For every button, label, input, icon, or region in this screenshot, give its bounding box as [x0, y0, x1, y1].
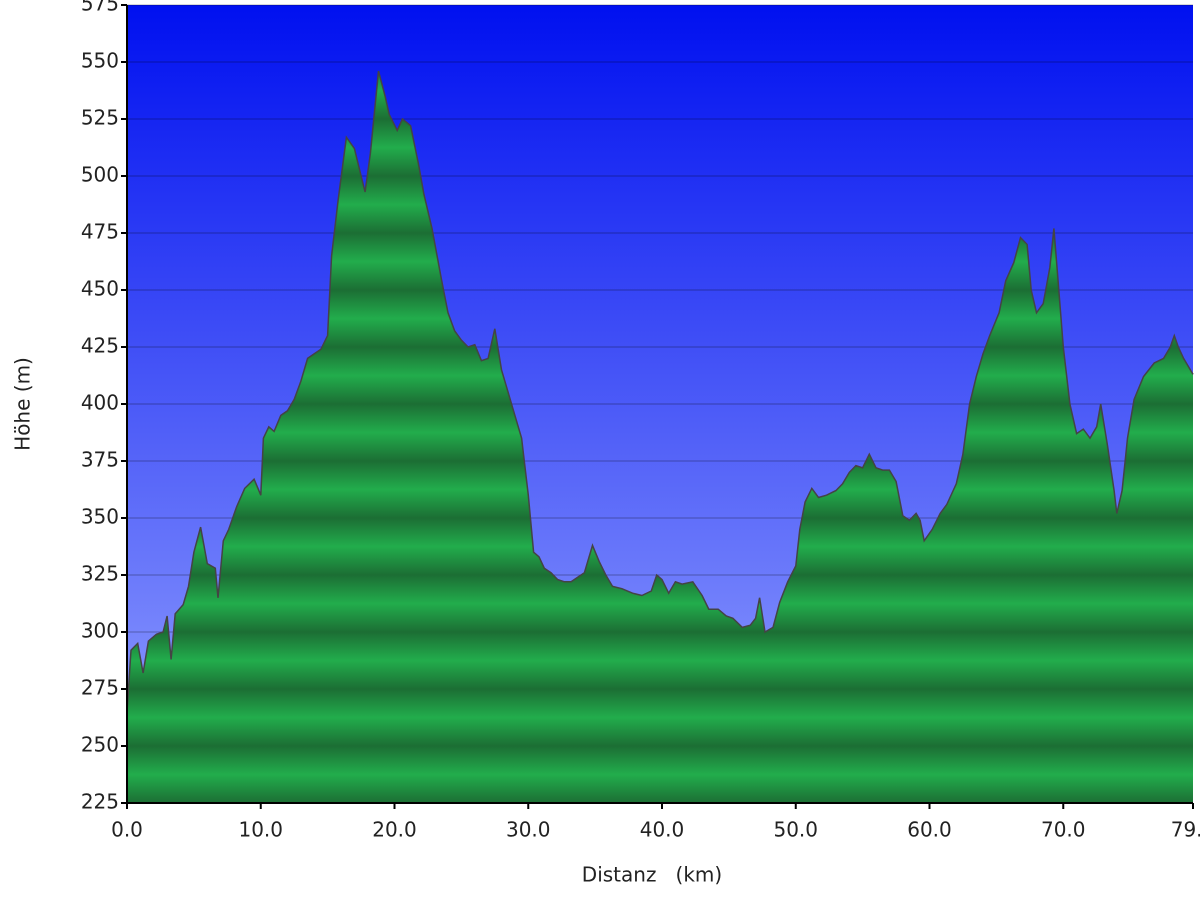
- y-tick-label: 550: [81, 49, 119, 73]
- x-tick-label: 40.0: [640, 818, 685, 842]
- y-tick-label: 450: [81, 277, 119, 301]
- x-tick-label: 50.0: [773, 818, 818, 842]
- y-tick-label: 300: [81, 619, 119, 643]
- x-tick-label: 20.0: [372, 818, 417, 842]
- y-tick-label: 425: [81, 334, 119, 358]
- x-tick-label: 30.0: [506, 818, 551, 842]
- y-tick-label: 275: [81, 676, 119, 700]
- y-tick-label: 325: [81, 562, 119, 586]
- y-tick-label: 475: [81, 220, 119, 244]
- y-tick-label: 250: [81, 733, 119, 757]
- x-tick-label: 79.7: [1171, 818, 1200, 842]
- y-tick-label: 375: [81, 448, 119, 472]
- area-outline: [126, 70, 1194, 712]
- x-tick-label: 60.0: [907, 818, 952, 842]
- x-tick-label: 0.0: [111, 818, 143, 842]
- x-axis-label: Distanz (km): [582, 863, 722, 887]
- y-tick-label: 400: [81, 391, 119, 415]
- y-tick-label: 350: [81, 505, 119, 529]
- y-tick-label: 525: [81, 106, 119, 130]
- x-tick-label: 10.0: [238, 818, 283, 842]
- x-tick-label: 70.0: [1041, 818, 1086, 842]
- y-tick-label: 500: [81, 163, 119, 187]
- y-axis-label: Höhe (m): [11, 357, 35, 451]
- y-tick-label: 575: [81, 0, 119, 16]
- y-tick-label: 225: [81, 790, 119, 814]
- area: [127, 71, 1193, 804]
